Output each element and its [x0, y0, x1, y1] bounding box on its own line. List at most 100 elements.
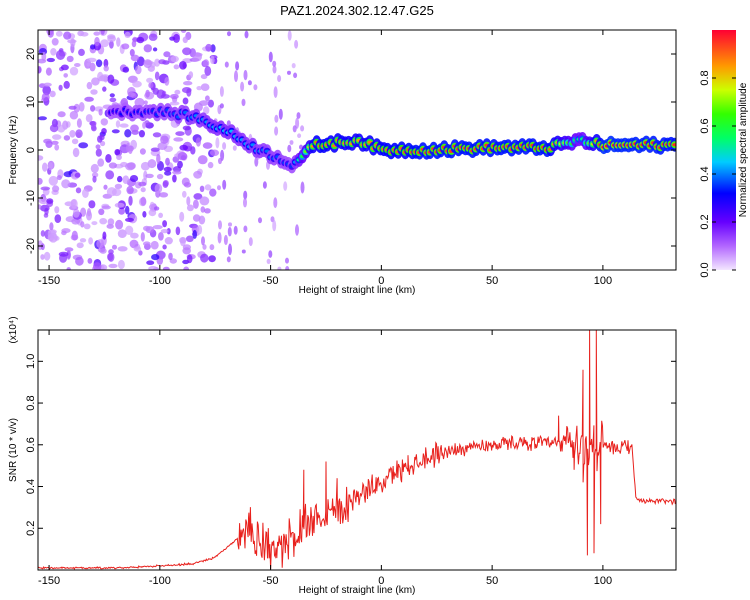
- spectrogram-noise-blob: [186, 88, 192, 97]
- spectrogram-noise-blob: [68, 105, 77, 110]
- spectrogram-noise-blob: [38, 65, 42, 74]
- spectrogram-noise-blob: [234, 70, 238, 83]
- spectrogram-noise-blob: [38, 155, 44, 161]
- snr-line: [38, 330, 676, 570]
- spectrogram-noise-blob: [40, 204, 50, 212]
- spectrogram-noise-blob: [38, 177, 43, 185]
- snr-y-ticks: 0.2 0.4 0.6 0.8 1.0: [25, 354, 676, 536]
- spectrogram-noise-blob: [51, 38, 59, 46]
- spectrogram-noise-blob: [182, 97, 189, 105]
- spectrogram-noise-blob: [158, 232, 164, 241]
- spectrogram-noise-blob: [207, 99, 214, 108]
- spectrogram-noise-blob: [94, 36, 100, 47]
- spectrogram-noise-blob: [117, 259, 125, 270]
- spectrogram-noise-blob: [272, 219, 277, 232]
- spectrogram-noise-blob: [182, 36, 188, 44]
- spectrogram-noise-blob: [186, 254, 193, 264]
- spectrogram-noise-blob: [95, 59, 103, 68]
- spectrogram-noise-blob: [160, 229, 169, 234]
- spectrogram-noise-blob: [46, 198, 54, 204]
- spectrogram-noise-blob: [185, 235, 194, 243]
- spectrogram-y-tick-label: -20: [25, 238, 37, 254]
- spectrogram-noise-blob: [172, 170, 182, 175]
- spectrogram-noise-blob: [207, 161, 214, 169]
- spectrogram-noise-blob: [42, 162, 48, 172]
- spectrogram-noise-blob: [66, 250, 71, 259]
- spectrogram-noise-blob: [182, 247, 191, 255]
- spectrogram-y-tick-label: -10: [25, 190, 37, 206]
- spectrogram-noise-blob: [143, 170, 148, 181]
- spectrogram-noise-blob: [86, 62, 93, 67]
- spectrogram-noise-blob: [69, 66, 79, 76]
- spectrogram-y-tick-label: 20: [25, 48, 37, 60]
- spectrogram-noise-blob: [134, 97, 145, 108]
- spectrogram-noise-blob: [131, 40, 137, 48]
- spectrogram-noise-blob: [58, 84, 63, 91]
- spectrogram-noise-blob: [125, 225, 134, 235]
- spectrogram-noise-blob: [175, 131, 185, 137]
- spectrogram-noise-blob: [205, 95, 210, 102]
- spectrogram-noise-blob: [240, 81, 245, 92]
- spectrogram-noise-blob: [100, 39, 110, 48]
- spectrogram-noise-blob: [63, 80, 70, 89]
- spectrogram-noise-blob: [183, 81, 193, 86]
- spectrogram-noise-blob: [217, 232, 222, 244]
- spectrogram-noise-blob: [116, 37, 121, 47]
- spectrogram-noise-blob: [78, 142, 89, 149]
- spectrogram-noise-blob: [130, 232, 139, 239]
- spectrogram-noise-blob: [243, 225, 248, 233]
- spectrogram-noise-blob: [243, 197, 247, 208]
- spectrogram-noise-blob: [41, 92, 50, 102]
- spectrogram-x-tick-label: 50: [486, 275, 498, 287]
- spectrogram-noise-blob: [70, 38, 76, 48]
- spectrogram-noise-blob: [84, 96, 94, 102]
- spectrogram-noise-blob: [57, 111, 66, 118]
- spectrogram-noise-blob: [128, 195, 133, 206]
- spectrogram-noise-blob: [152, 47, 158, 52]
- spectrogram-noise-blob: [277, 75, 282, 82]
- spectrogram-noise-blob: [174, 89, 181, 95]
- spectrogram-noise-blob: [277, 266, 282, 270]
- spectrogram-noise-blob: [266, 258, 271, 264]
- spectrogram-noise-blob: [197, 155, 208, 165]
- spectrogram-noise-blob: [146, 260, 155, 266]
- spectrogram-noise-blob: [40, 186, 51, 191]
- spectrogram-noise-blob: [148, 82, 154, 89]
- spectrogram-noise-blob: [152, 225, 163, 230]
- spectrogram-noise-blob: [262, 181, 267, 189]
- spectrogram-noise-blob: [100, 30, 105, 35]
- spectrogram-noise-blob: [283, 181, 288, 191]
- spectrogram-noise-blob: [90, 105, 96, 112]
- spectrogram-noise-blob: [173, 137, 184, 142]
- spectrogram-noise-blob: [75, 129, 83, 139]
- spectrogram-y-ticks: -20 -10 0 10 20: [25, 48, 676, 254]
- spectrogram-noise-blob: [63, 31, 72, 40]
- spectrogram-noise-blob: [76, 242, 84, 249]
- spectrogram-noise-blob: [168, 252, 173, 261]
- spectrogram-noise-blob: [292, 125, 297, 133]
- spectrogram-noise-blob: [75, 256, 84, 266]
- spectrogram-x-ticks: -150 -100 -50 0 50 100: [38, 30, 612, 287]
- spectrogram-noise-blob: [217, 185, 221, 191]
- spectrogram-noise-blob: [143, 44, 152, 53]
- spectrogram-noise-blob: [100, 118, 109, 126]
- spectrogram-noise-blob: [198, 215, 206, 225]
- spectrogram-noise-blob: [181, 30, 187, 33]
- snr-x-tick-label: -150: [38, 575, 60, 587]
- spectrogram-noise-blob: [48, 175, 58, 186]
- snr-y-tick-label: 0.8: [25, 395, 37, 410]
- spectrogram-noise-blob: [241, 98, 246, 107]
- spectrogram-noise-blob: [119, 123, 129, 128]
- spectrogram-noise-blob: [142, 211, 147, 218]
- spectrogram-noise-blob: [64, 247, 74, 252]
- spectrogram-noise-blob: [109, 97, 117, 103]
- spectrogram-noise-blob: [243, 190, 248, 200]
- spectrogram-noise-blob: [173, 64, 180, 70]
- spectrogram-noise-blob: [98, 208, 105, 216]
- spectrogram-noise-blob: [99, 218, 108, 225]
- snr-y-tick-label: 0.4: [25, 479, 37, 494]
- spectrogram-noise-blob: [226, 120, 231, 127]
- spectrogram-x-tick-label: -50: [263, 275, 279, 287]
- spectrogram-noise-blob: [109, 40, 114, 49]
- spectrogram-noise-blob: [227, 226, 232, 237]
